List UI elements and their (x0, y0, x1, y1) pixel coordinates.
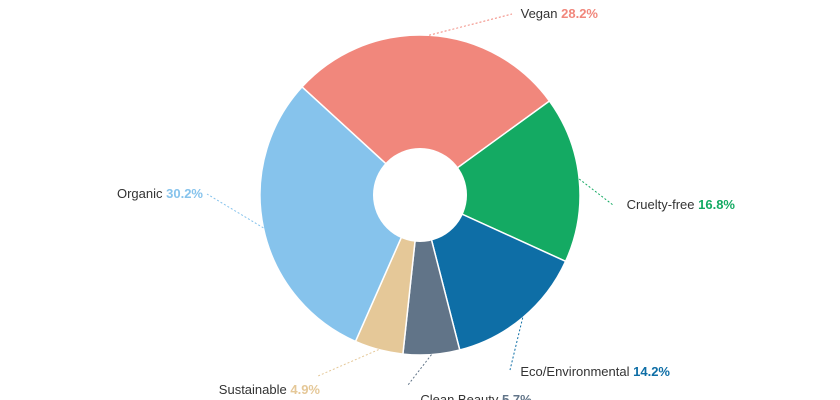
slice-labels: Vegan 28.2% Cruelty-free 16.8% Eco/Environ… (117, 6, 735, 400)
slice-organic (259, 85, 421, 343)
label-value-clean-beauty: 5.7% (502, 392, 532, 400)
label-value-vegan: 28.2% (561, 6, 598, 21)
label-name-sustainable: Sustainable (219, 382, 291, 397)
leader-eco-environmental (509, 317, 524, 371)
leader-lines (206, 13, 614, 386)
donut-hole (373, 148, 467, 242)
label-organic: Organic 30.2% (117, 186, 203, 201)
leader-sustainable (317, 349, 379, 377)
label-name-clean-beauty: Clean Beauty (420, 392, 502, 400)
label-name-organic: Organic (117, 186, 166, 201)
leader-vegan (428, 13, 513, 36)
leader-clean-beauty (407, 354, 432, 386)
label-value-cruelty-free: 16.8% (698, 197, 735, 212)
leader-cruelty-free (578, 178, 614, 206)
label-value-eco-environmental: 14.2% (633, 364, 670, 379)
label-sustainable: Sustainable 4.9% (219, 382, 321, 397)
slice-vegan (300, 34, 551, 196)
label-eco-environmental: Eco/Environmental 14.2% (520, 364, 670, 379)
leader-organic (206, 193, 264, 229)
label-value-sustainable: 4.9% (290, 382, 320, 397)
label-name-eco-environmental: Eco/Environmental (520, 364, 633, 379)
label-cruelty-free: Cruelty-free 16.8% (627, 197, 736, 212)
label-vegan: Vegan 28.2% (521, 6, 599, 21)
label-value-organic: 30.2% (166, 186, 203, 201)
donut-slices (259, 34, 581, 356)
label-clean-beauty: Clean Beauty 5.7% (420, 392, 532, 400)
slice-cruelty-free (418, 99, 581, 263)
label-name-cruelty-free: Cruelty-free (627, 197, 699, 212)
label-name-vegan: Vegan (521, 6, 562, 21)
